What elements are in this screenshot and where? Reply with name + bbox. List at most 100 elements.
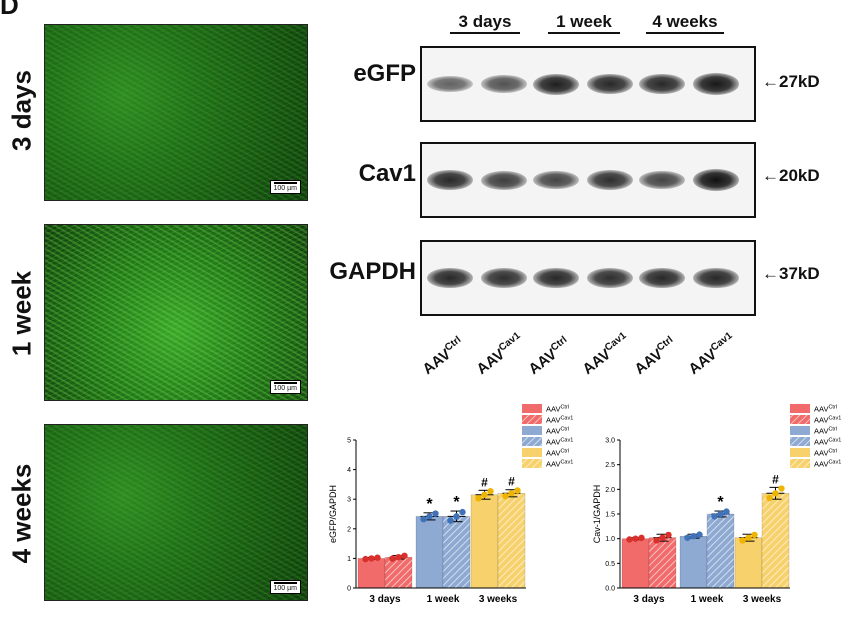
- bar: [442, 516, 471, 589]
- data-point: [508, 490, 515, 497]
- bar: [497, 493, 526, 589]
- legend-label: AAVCav1: [546, 438, 573, 447]
- data-point: [711, 513, 718, 520]
- significance-mark: *: [453, 494, 460, 511]
- blot-timepoint-3-days: 3 days: [450, 12, 520, 34]
- x-tick-label: 1 week: [691, 594, 724, 605]
- legend-swatch: [522, 415, 542, 424]
- significance-mark: #: [481, 475, 488, 489]
- data-point: [638, 534, 645, 542]
- data-point: [514, 487, 521, 494]
- x-tick-label: 3 weeks: [743, 594, 782, 605]
- data-point: [453, 513, 460, 520]
- blot-band: [427, 267, 473, 289]
- blot-band: [639, 170, 685, 190]
- x-tick-label: 3 days: [633, 594, 665, 605]
- blot-band: [587, 268, 633, 288]
- blot-egfp: [420, 46, 756, 122]
- x-tick-label: 3 days: [369, 594, 401, 605]
- data-point: [475, 495, 482, 502]
- lane-label: AAVCtrl: [419, 334, 464, 378]
- lane-label: AAVCav1: [473, 330, 523, 378]
- significance-mark: #: [772, 472, 779, 486]
- fluorescence-image-3-days: 100 µm: [44, 24, 308, 201]
- blot-timepoint-4-weeks: 4 weeks: [646, 12, 724, 34]
- y-tick-label: 5: [347, 438, 351, 445]
- bar: [648, 537, 677, 589]
- data-point: [420, 516, 427, 523]
- y-tick-label: 1: [347, 556, 351, 563]
- bar: [679, 535, 708, 589]
- legend-swatch: [522, 426, 542, 435]
- data-point: [723, 508, 730, 515]
- lane-label: AAVCtrl: [631, 334, 676, 378]
- data-point: [447, 517, 454, 524]
- data-point: [659, 534, 666, 541]
- blot-band: [693, 267, 739, 289]
- blot-band: [587, 73, 633, 95]
- data-point: [401, 552, 408, 559]
- legend-swatch: [522, 459, 542, 468]
- scale-bar: 100 µm: [269, 580, 301, 594]
- legend-swatch: [522, 448, 542, 457]
- legend-label: AAVCtrl: [814, 449, 837, 458]
- row-label-1-week: 1 week: [6, 270, 37, 357]
- legend-label: AAVCtrl: [546, 405, 569, 414]
- blot-band: [481, 170, 527, 190]
- data-point: [778, 485, 785, 492]
- data-point: [772, 490, 779, 497]
- mw-marker-20kd: ←20kD: [762, 166, 820, 185]
- y-tick-label: 1.0: [605, 536, 615, 543]
- row-label-3-days: 3 days: [6, 70, 37, 151]
- y-tick-label: 0.0: [605, 586, 615, 593]
- y-axis-label: Cav-1/GAPDH: [592, 485, 602, 544]
- data-point: [766, 494, 773, 502]
- blot-label-egfp: eGFP: [353, 60, 416, 87]
- legend-swatch: [790, 404, 810, 413]
- data-point: [368, 555, 375, 562]
- blot-band: [693, 73, 739, 95]
- bar: [706, 513, 735, 589]
- legend-swatch: [790, 448, 810, 457]
- bar: [761, 493, 790, 589]
- y-tick-label: 0: [347, 586, 351, 593]
- data-point: [432, 510, 439, 517]
- legend-label: AAVCtrl: [546, 427, 569, 436]
- significance-mark: *: [717, 494, 724, 511]
- blot-band: [639, 73, 685, 95]
- fluorescence-image-4-weeks: 100 µm: [44, 424, 308, 601]
- legend-swatch: [790, 415, 810, 424]
- blot-label-cav1: Cav1: [358, 160, 416, 187]
- significance-mark: #: [508, 475, 515, 489]
- data-point: [690, 533, 697, 540]
- data-point: [426, 513, 433, 520]
- bar: [734, 537, 763, 589]
- mw-marker-37kd: ←37kD: [762, 264, 820, 283]
- blot-band: [639, 267, 685, 289]
- data-point: [626, 536, 633, 543]
- data-point: [395, 554, 402, 561]
- bar: [357, 558, 386, 589]
- blot-band: [533, 73, 579, 95]
- y-tick-label: 0.5: [605, 561, 615, 568]
- blot-band: [427, 169, 473, 191]
- bar: [470, 494, 499, 589]
- data-point: [481, 491, 488, 498]
- data-point: [374, 554, 381, 561]
- y-tick-label: 3.0: [605, 438, 615, 445]
- data-point: [696, 531, 703, 538]
- row-label-4-weeks: 4 weeks: [6, 463, 37, 564]
- data-point: [487, 488, 494, 495]
- y-tick-label: 2.5: [605, 462, 615, 469]
- legend-swatch: [790, 426, 810, 435]
- data-point: [745, 534, 752, 541]
- scale-bar: 100 µm: [269, 380, 301, 394]
- legend-label: AAVCtrl: [546, 449, 569, 458]
- lane-label: AAVCav1: [685, 330, 735, 378]
- legend-swatch: [790, 437, 810, 446]
- blot-gapdh: [420, 240, 756, 316]
- y-tick-label: 2.0: [605, 487, 615, 494]
- blot-band: [427, 75, 473, 93]
- mw-marker-27kd: ←27kD: [762, 72, 820, 91]
- legend-label: AAVCav1: [814, 438, 841, 447]
